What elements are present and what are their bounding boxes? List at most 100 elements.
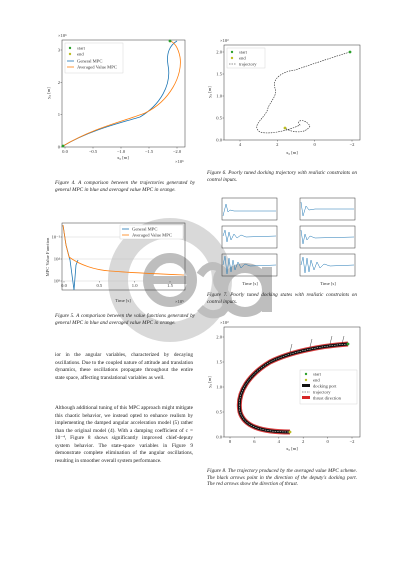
averaged-mpc-curve	[62, 40, 181, 147]
legend-label: Averaged Value MPC	[132, 233, 172, 238]
x-tick-label: 2	[276, 142, 279, 147]
y-tick-label: 0.5	[216, 116, 222, 121]
general-mpc-curve	[62, 224, 79, 291]
x-axis-label: x₀ [m]	[286, 446, 298, 451]
start-marker	[61, 144, 65, 148]
figure-caption: Figure 7. Poorly tuned docking states wi…	[207, 292, 357, 305]
y-tick-label: 3	[58, 48, 61, 53]
y-tick-label: 1.5	[216, 72, 222, 77]
y-tick-label: 0	[58, 145, 61, 150]
y-tick-label: 2.0	[216, 50, 222, 55]
legend-label: end	[77, 52, 84, 57]
axis-multiplier: ×10⁶	[175, 159, 184, 164]
figure-6-plot: start end trajectory ×10³ x₀ [m] y₀ [m] …	[207, 38, 361, 155]
x-axis-label: Time [s]	[320, 281, 336, 286]
y-axis-label: MPC Value Function	[45, 237, 50, 276]
x-tick-label: −2	[350, 142, 356, 147]
y-axis-label: y₀ [m]	[46, 87, 51, 99]
y-tick-label: 1.0	[216, 94, 222, 99]
subplot-frame	[299, 225, 356, 249]
figure-caption: Figure 8. The trajectory produced by the…	[207, 468, 357, 487]
x-tick-label: 0	[314, 142, 317, 147]
legend-patch	[302, 396, 310, 399]
legend-label: General MPC	[77, 59, 102, 64]
y-tick-label: 1	[58, 112, 61, 117]
figure-caption: Figure 6. Poorly tuned docking trajector…	[207, 170, 357, 183]
y-tick-label: 10⁴	[54, 257, 61, 262]
x-tick-label: 0.0	[61, 283, 67, 288]
legend-label: start	[239, 50, 248, 55]
legend-label: start	[77, 46, 86, 51]
axis-multiplier: ×10⁵	[175, 299, 184, 304]
figure-caption: Figure 4. A comparison between the traje…	[55, 180, 195, 193]
end-marker	[168, 39, 172, 43]
x-axis-label: x₀ [m]	[286, 150, 298, 155]
x-tick-label: 4	[278, 439, 281, 444]
y-tick-label: 2	[58, 80, 61, 85]
axes-frame	[61, 39, 186, 148]
legend-marker	[230, 50, 234, 54]
x-tick-label: −1.0	[117, 149, 126, 154]
arrow	[329, 335, 333, 345]
legend-box	[226, 47, 266, 69]
axes-frame	[223, 44, 361, 141]
y-axis-label: y₀ [m]	[207, 86, 212, 98]
x-tick-label: 8	[229, 439, 232, 444]
axis-multiplier: ×10⁶	[58, 33, 67, 38]
axis-multiplier: ×10³	[220, 320, 229, 325]
legend-label: end	[239, 56, 246, 61]
y-tick-label: 0.0	[216, 435, 222, 440]
x-axis-label: Time [s]	[115, 298, 131, 303]
averaged-mpc-curve	[62, 224, 185, 276]
axes-frame	[61, 222, 186, 291]
subplot-frame	[221, 225, 278, 249]
x-tick-label: −0.5	[89, 149, 98, 154]
x-tick-label: −2	[350, 439, 356, 444]
legend-label: docking port	[313, 384, 337, 389]
legend-label: trajectory	[239, 62, 257, 67]
state-curve	[300, 201, 354, 217]
x-tick-label: −1.5	[145, 149, 154, 154]
x-axis-label: x₀ [m]	[117, 155, 129, 160]
x-tick-label: 1.5	[167, 283, 173, 288]
y-axis-label: y₀ [m]	[207, 376, 212, 388]
legend-box	[119, 224, 184, 240]
axes-frame	[223, 326, 361, 438]
figure-7-plot: Time [s] Time [s]	[221, 197, 356, 286]
y-tick-label: 10⁹	[54, 279, 61, 284]
figure-4-plot: start end General MPC Averaged Value MPC…	[46, 33, 186, 164]
legend-label: end	[313, 378, 320, 383]
y-tick-label: 0.5	[216, 410, 222, 415]
subplot-frame	[299, 197, 356, 221]
state-curve	[300, 229, 355, 245]
paragraph: Although additional tuning of this MPC a…	[55, 405, 193, 464]
trajectory-curve	[239, 343, 349, 433]
y-tick-label: 10⁻¹	[52, 235, 61, 240]
legend-label: trajectory	[313, 390, 331, 395]
x-tick-label: 0.0	[62, 149, 68, 154]
arrow	[341, 335, 345, 345]
arrow	[309, 338, 313, 348]
subplot-frame	[221, 197, 278, 221]
x-tick-label: −2.0	[173, 149, 182, 154]
legend-marker	[68, 46, 72, 50]
y-tick-label: 2.0	[216, 335, 222, 340]
figure-caption: Figure 5. A comparison between the value…	[55, 313, 195, 326]
x-tick-label: 6	[253, 439, 256, 444]
x-axis-label: Time [s]	[242, 281, 258, 286]
x-tick-label: 2	[302, 439, 305, 444]
start-marker	[346, 342, 350, 346]
axis-multiplier: ×10³	[220, 38, 229, 43]
legend-marker	[304, 378, 308, 382]
figure-8-plot: start end docking port trajectory thrust…	[207, 320, 361, 451]
general-mpc-curve	[62, 40, 178, 147]
end-marker	[283, 126, 287, 130]
legend-marker	[230, 56, 234, 60]
state-curve	[222, 255, 277, 275]
x-tick-label: 1.0	[132, 283, 138, 288]
trajectory-curve	[256, 51, 351, 134]
legend-label: thrust direction	[313, 396, 342, 401]
legend-patch	[302, 384, 310, 387]
y-tick-label: 1.5	[216, 360, 222, 365]
y-tick-label: 1.0	[216, 385, 222, 390]
